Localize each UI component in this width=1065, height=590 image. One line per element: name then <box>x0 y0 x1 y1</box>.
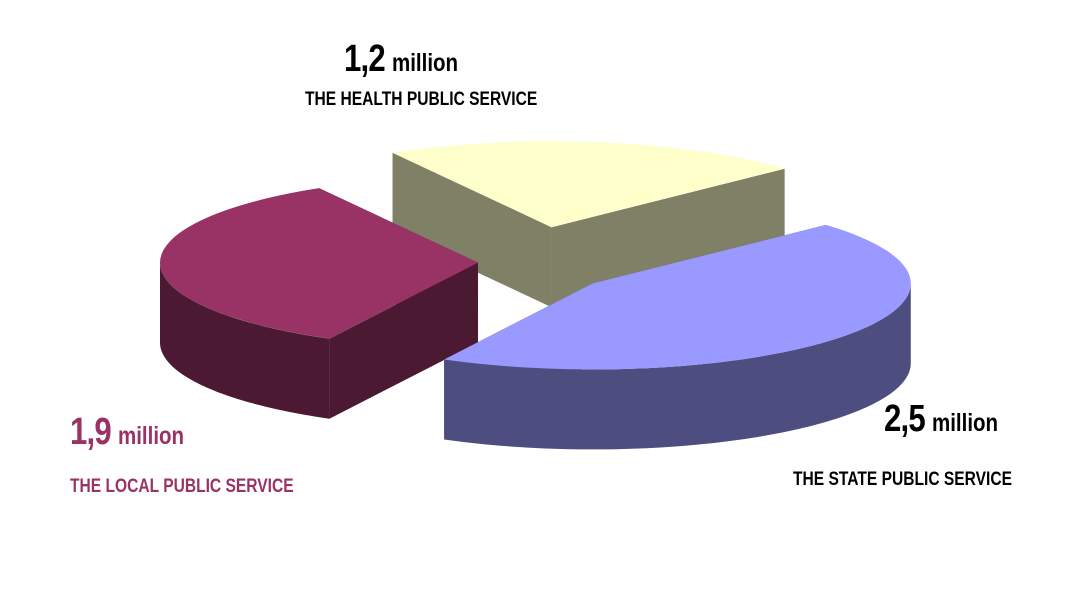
value-label-health: 1,2 million <box>344 38 472 81</box>
pie-slice-state-top <box>444 224 911 370</box>
pie-slice-health-top <box>392 141 785 228</box>
pie-slice-health-side-start <box>392 152 552 308</box>
pie-slice-local-top <box>160 188 479 339</box>
value-number-health: 1,2 <box>344 38 386 80</box>
category-label-state: THE STATE PUBLIC SERVICE <box>793 469 1013 490</box>
value-label-local: 1,9 million <box>70 411 198 454</box>
pie-slice-local-wall <box>160 262 330 419</box>
pie-slice-health <box>392 141 785 308</box>
value-unit-state: million <box>931 409 998 437</box>
value-number-local: 1,9 <box>70 411 112 453</box>
pie-slice-health-side-end <box>551 168 785 308</box>
category-label-health: THE HEALTH PUBLIC SERVICE <box>305 89 538 110</box>
category-label-local: THE LOCAL PUBLIC SERVICE <box>70 476 294 497</box>
pie-slice-state <box>444 224 911 450</box>
value-unit-local: million <box>117 422 184 450</box>
value-label-state: 2,5 million <box>884 398 1012 441</box>
pie-slice-local <box>160 188 479 419</box>
value-unit-health: million <box>391 49 458 77</box>
pie-slice-state-wall <box>444 283 911 450</box>
value-number-state: 2,5 <box>884 398 926 440</box>
